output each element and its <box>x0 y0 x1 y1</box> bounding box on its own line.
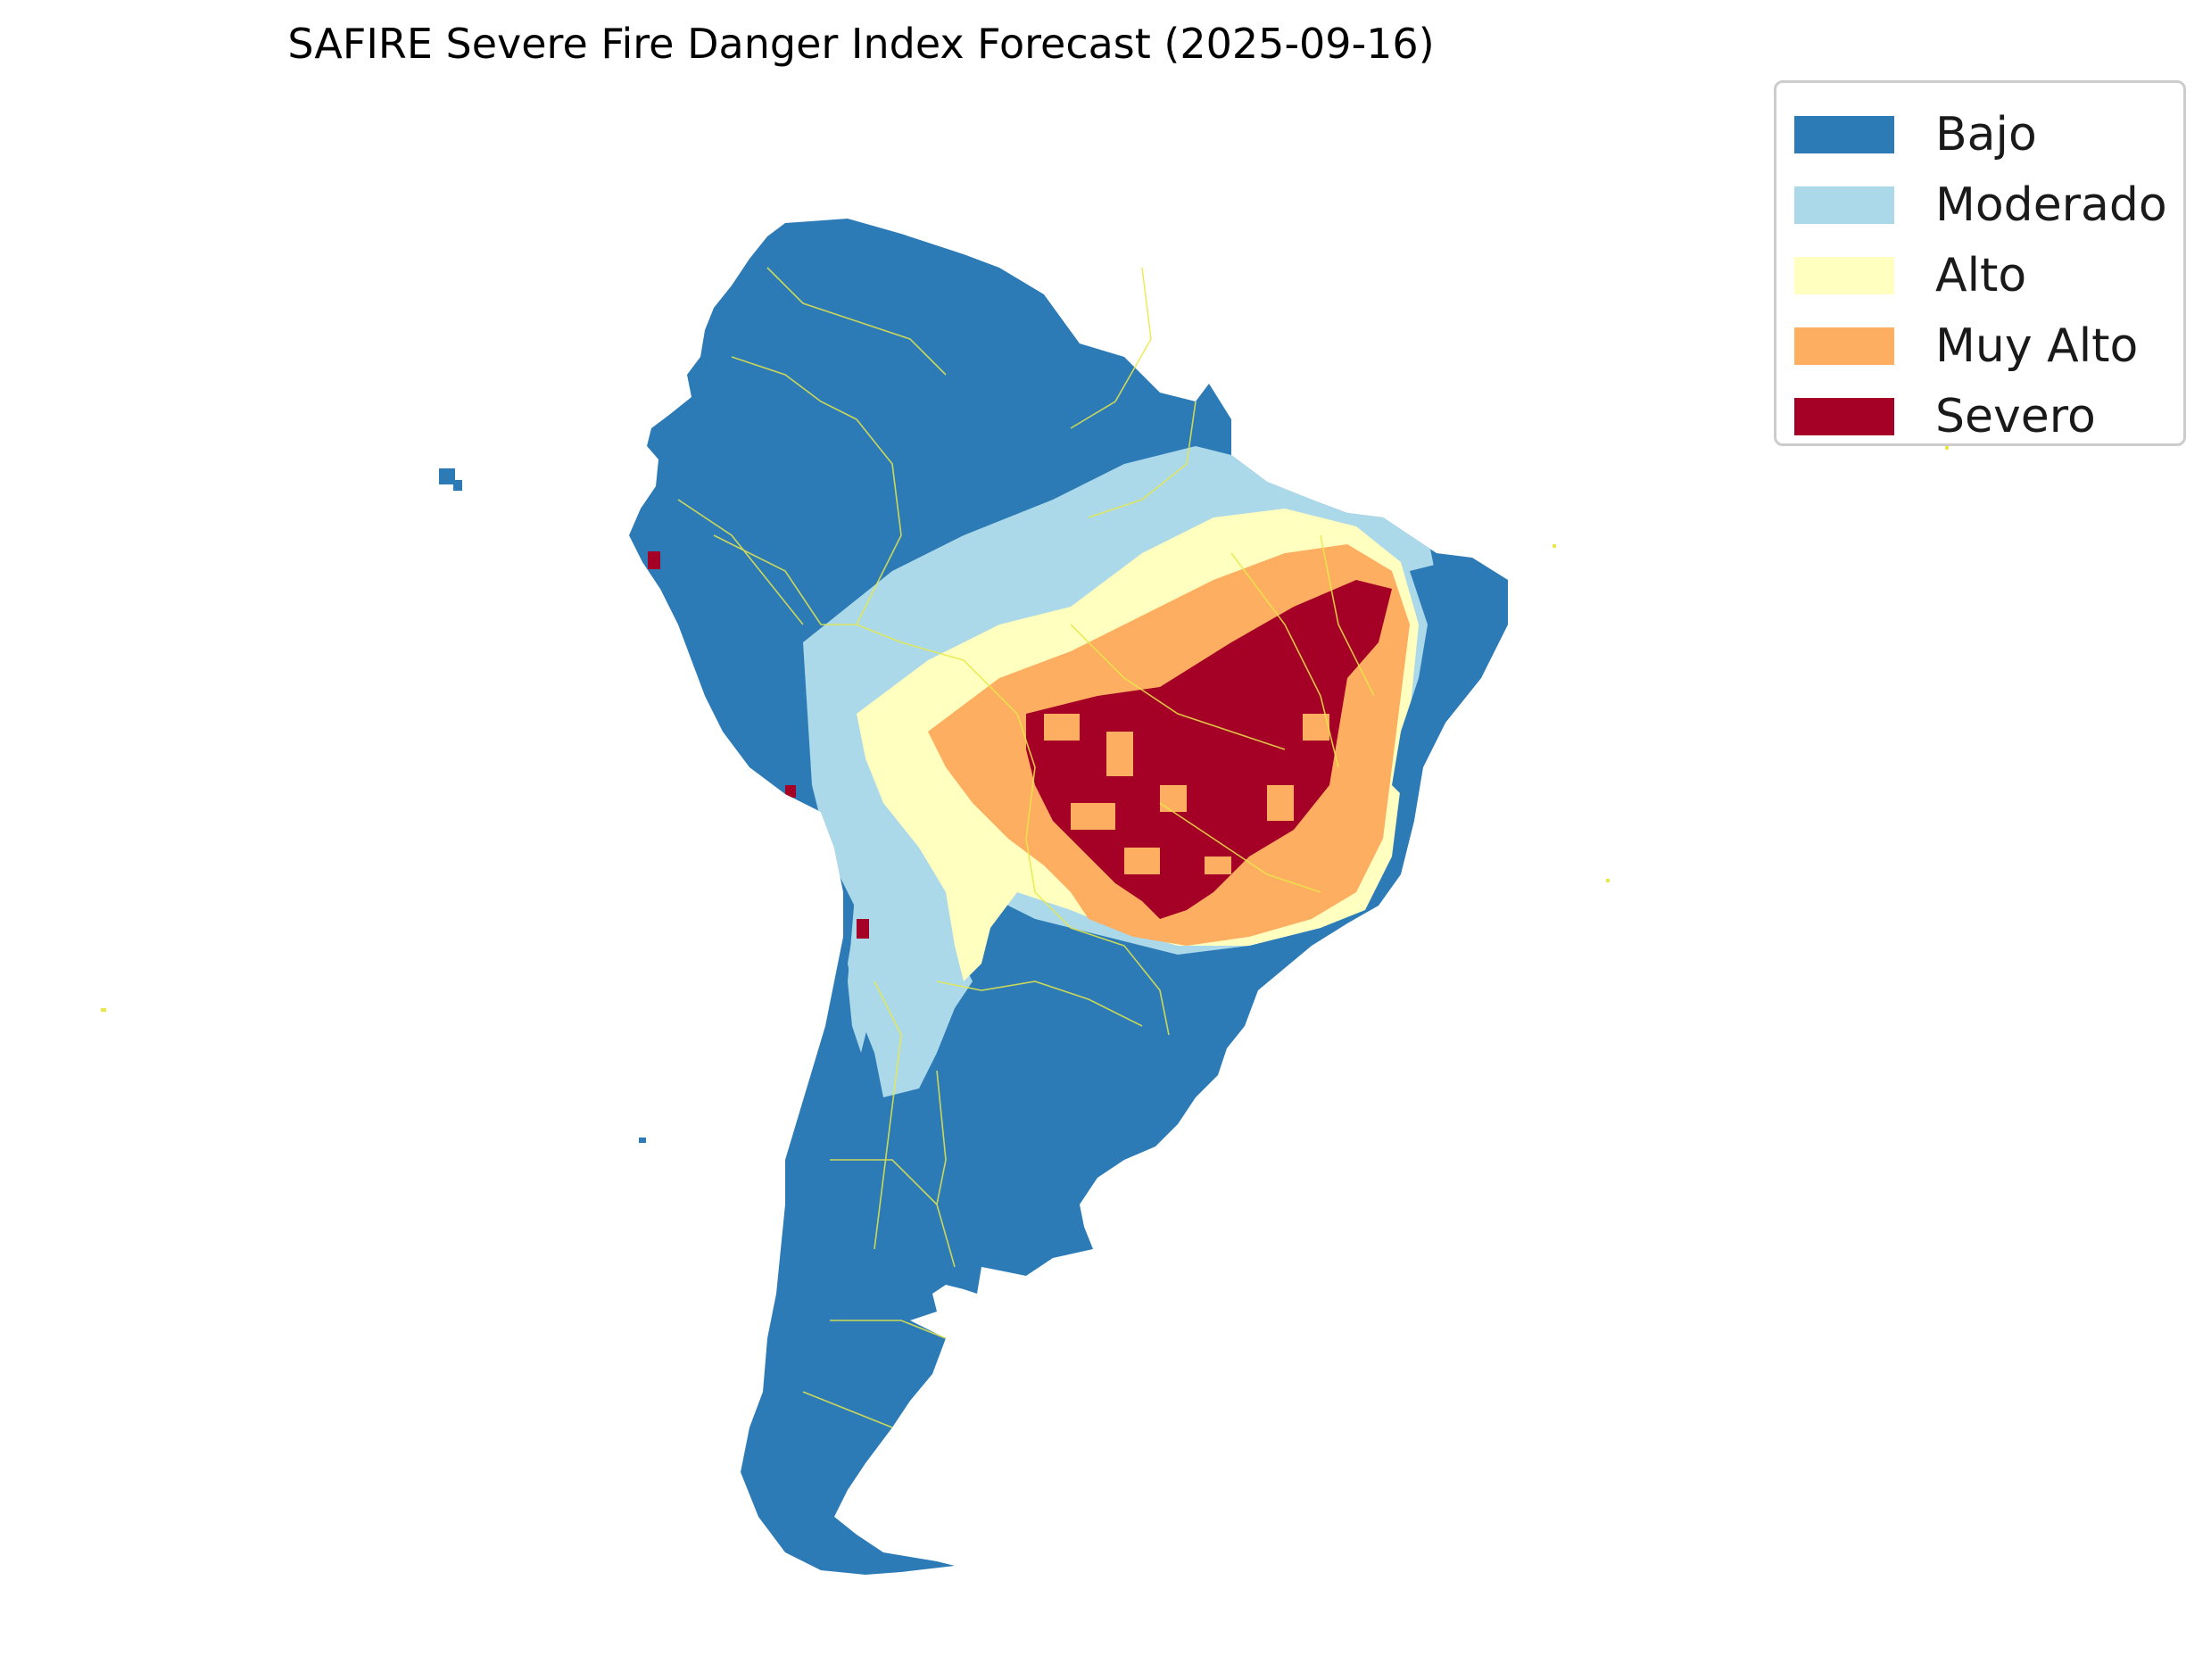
legend-item-severo: Severo <box>1776 381 2183 451</box>
legend-swatch-severo <box>1794 397 1894 435</box>
legend-label-moderado: Moderado <box>1935 178 2167 232</box>
small-islands <box>101 446 1949 1143</box>
legend-label-bajo: Bajo <box>1935 107 2037 161</box>
country-borders <box>677 267 1375 1428</box>
legend-swatch-muy-alto <box>1794 327 1894 365</box>
legend-label-alto: Alto <box>1935 248 2027 302</box>
legend-swatch-bajo <box>1794 115 1894 153</box>
legend-swatch-moderado <box>1794 186 1894 224</box>
legend-item-bajo: Bajo <box>1776 99 2183 170</box>
legend-item-muy-alto: Muy Alto <box>1776 310 2183 381</box>
map-title: SAFIRE Severe Fire Danger Index Forecast… <box>287 20 1435 68</box>
legend-label-muy-alto: Muy Alto <box>1935 319 2139 373</box>
map-legend: Bajo Moderado Alto Muy Alto Severo <box>1774 80 2186 446</box>
legend-label-severo: Severo <box>1935 389 2096 443</box>
legend-swatch-alto <box>1794 256 1894 294</box>
legend-item-alto: Alto <box>1776 240 2183 310</box>
land-layer <box>629 219 1508 1575</box>
legend-item-moderado: Moderado <box>1776 170 2183 240</box>
